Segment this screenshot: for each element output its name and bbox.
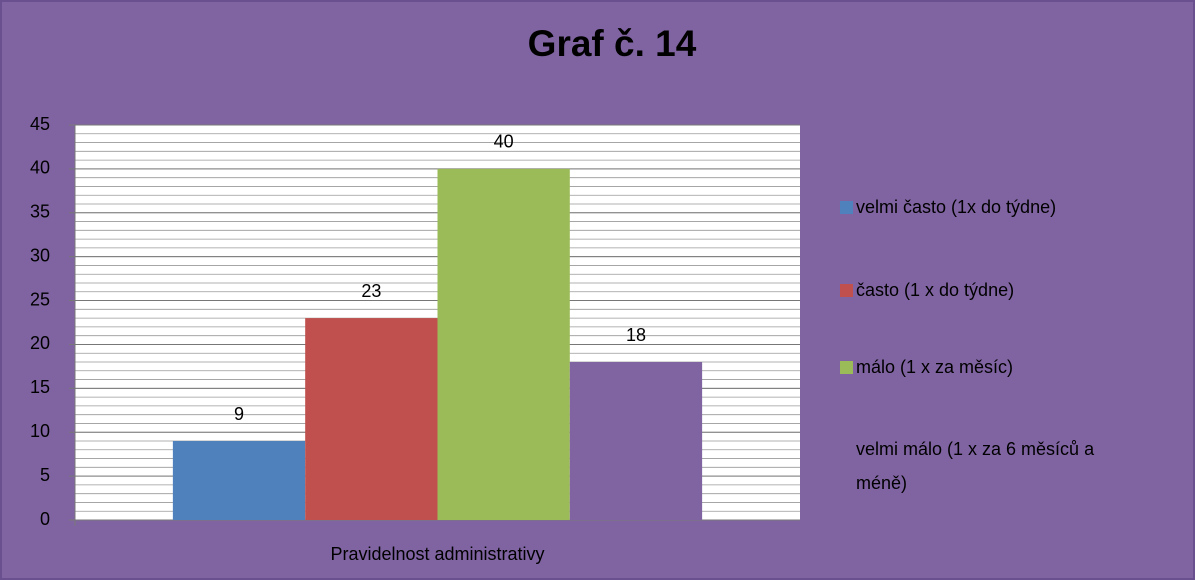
x-tick-label: Pravidelnost administrativy (330, 544, 544, 564)
y-tick-label: 40 (30, 158, 50, 178)
y-tick-label: 35 (30, 202, 50, 222)
legend-item: velmi málo (1 x za 6 měsíců a méně) (840, 432, 1150, 500)
legend-swatch (840, 201, 853, 214)
legend-label: velmi často (1x do týdne) (856, 197, 1057, 217)
legend-label: často (1 x do týdne) (856, 280, 1015, 300)
bar (305, 318, 438, 520)
y-tick-label: 20 (30, 333, 50, 353)
bar (172, 441, 306, 520)
legend-item: často (1 x do týdne) (840, 273, 1150, 307)
legend-label: málo (1 x za měsíc) (856, 357, 1014, 377)
y-tick-label: 15 (30, 377, 50, 397)
y-tick-label: 5 (40, 465, 50, 485)
value-label: 40 (494, 132, 514, 152)
y-tick-label: 30 (30, 245, 50, 265)
chart-title: Graf č. 14 (528, 23, 697, 64)
y-tick-label: 10 (30, 421, 50, 441)
y-tick-label: 45 (30, 114, 50, 134)
y-tick-label: 25 (30, 289, 50, 309)
legend-label: velmi málo (1 x za 6 měsíců a méně) (856, 439, 1095, 493)
legend-swatch (840, 284, 853, 297)
legend-item: málo (1 x za měsíc) (840, 350, 1150, 384)
value-label: 18 (626, 325, 646, 345)
value-label: 23 (361, 281, 381, 301)
y-tick-label: 0 (40, 509, 50, 529)
legend-swatch (840, 361, 853, 374)
bar (437, 168, 570, 520)
value-label: 9 (234, 404, 244, 424)
legend-item: velmi často (1x do týdne) (840, 190, 1150, 224)
bar (569, 362, 703, 520)
legend-swatch (840, 443, 853, 456)
